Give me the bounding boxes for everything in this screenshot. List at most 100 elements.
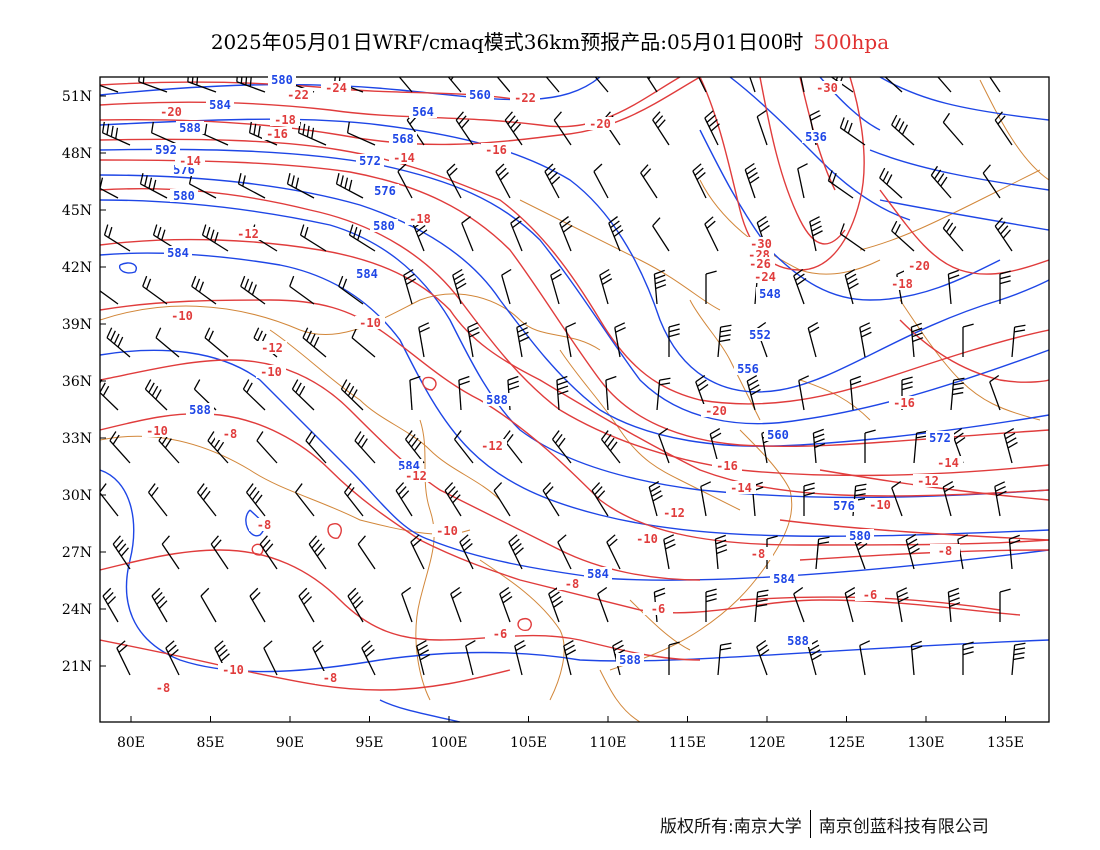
- wind-barb: [593, 163, 609, 199]
- lon-tick-label: 90E: [276, 735, 304, 751]
- wind-barb: [827, 170, 854, 199]
- wind-barb: [459, 534, 474, 570]
- temp-contour-label: -8: [323, 671, 337, 685]
- wind-barb: [1008, 534, 1021, 570]
- wind-barb: [204, 327, 229, 358]
- wind-barb: [614, 322, 626, 358]
- height-contour-label: 584: [356, 267, 378, 281]
- wind-barb: [397, 163, 413, 199]
- wind-barb: [652, 111, 670, 146]
- wind-barb: [496, 77, 511, 93]
- wind-barb: [418, 322, 430, 358]
- wind-barb: [510, 216, 523, 252]
- wind-barb: [646, 77, 658, 93]
- temp-label-bg: [432, 524, 462, 537]
- lat-tick-label: 51N: [62, 89, 92, 105]
- temp-contour-label: -6: [651, 602, 665, 616]
- temp-label-bg: [256, 365, 286, 378]
- temp-label-bg: [401, 469, 431, 482]
- temp-label-bg: [315, 671, 345, 684]
- temp-contour-label: -18: [274, 113, 296, 127]
- wind-barb: [744, 162, 760, 199]
- height-label-bg: [356, 154, 384, 167]
- wind-barb: [207, 431, 229, 464]
- temp-label-bg: [904, 259, 934, 272]
- wind-barb: [905, 533, 920, 570]
- height-label-bg: [764, 428, 792, 441]
- wind-barb: [793, 586, 805, 623]
- temp-contour-label: -26: [749, 257, 771, 271]
- height-contour-label: 584: [209, 98, 231, 112]
- height-contour-label: 564: [412, 105, 434, 119]
- wind-barb: [499, 586, 513, 623]
- wind-barb: [594, 77, 609, 93]
- temp-label-bg: [865, 498, 895, 511]
- map-title: 2025年05月01日WRF/cmaq模式36km预报产品:05月01日00时 5…: [0, 26, 1100, 55]
- wind-barb: [640, 164, 658, 199]
- wind-barb: [999, 588, 1011, 622]
- wind-barb: [937, 77, 952, 93]
- wind-barb: [151, 587, 168, 623]
- temp-label-bg: [249, 518, 279, 531]
- wind-barb: [844, 268, 859, 305]
- wind-barb: [896, 587, 909, 623]
- wind-barb: [348, 224, 376, 252]
- wind-barb: [704, 216, 719, 252]
- height-label-bg: [756, 287, 784, 300]
- wind-barb: [947, 587, 961, 623]
- temp-contour-label: -16: [716, 459, 738, 473]
- height-label-bg: [584, 567, 612, 580]
- wind-barb: [100, 290, 119, 305]
- wind-barb: [347, 587, 364, 623]
- wind-barb: [599, 268, 613, 305]
- wind-barb: [756, 109, 768, 146]
- temp-label-bg: [405, 212, 435, 225]
- wind-barb: [100, 84, 119, 93]
- temp-label-bg: [750, 270, 780, 283]
- temp-contour-label: -10: [146, 424, 168, 438]
- wind-barb: [653, 269, 667, 305]
- temp-label-bg: [167, 309, 197, 322]
- wind-barb: [308, 535, 327, 570]
- temperature-labels: -24-22-20-18-16-14-12-10 -10-12-10-8-10-1…: [142, 81, 963, 695]
- height-label-bg: [389, 132, 417, 145]
- wind-barb: [754, 589, 769, 623]
- wind-barb: [982, 164, 1001, 199]
- temp-contour-label: -6: [493, 627, 507, 641]
- wind-barb: [106, 327, 131, 358]
- wind-barb: [565, 322, 577, 358]
- temp-contour-label: -10: [260, 365, 282, 379]
- wind-barb: [291, 379, 315, 411]
- temp-contour-label: -18: [409, 212, 431, 226]
- temp-contour-label: -20: [160, 105, 182, 119]
- wind-barb: [516, 322, 530, 358]
- wind-barb: [962, 641, 974, 675]
- wind-barb: [656, 377, 671, 411]
- wind-barb: [692, 163, 707, 199]
- height-label-bg: [830, 499, 858, 512]
- lat-tick-label: 24N: [62, 602, 92, 618]
- wind-barb: [668, 641, 680, 675]
- temp-contour-label: -12: [405, 469, 427, 483]
- lat-tick-label: 21N: [62, 659, 92, 675]
- longitude-axis: 80E 85E 90E 95E 100E 105E 110E 115E 120E 125E 130E…: [117, 716, 1024, 751]
- wind-barb: [109, 431, 131, 464]
- wind-barb: [187, 77, 217, 93]
- temp-contour-label: -8: [565, 577, 579, 591]
- temp-label-bg: [913, 474, 943, 487]
- wind-barb: [557, 534, 572, 570]
- wind-barb: [354, 431, 376, 464]
- height-label-bg: [466, 88, 494, 101]
- temp-contour-label: -12: [237, 227, 259, 241]
- temp-label-bg: [712, 459, 742, 472]
- height-contour-label: 552: [749, 328, 771, 342]
- temp-contour-label: -18: [891, 277, 913, 291]
- lat-tick-label: 27N: [62, 545, 92, 561]
- temp-label-bg: [215, 427, 245, 440]
- wind-barb: [286, 173, 315, 199]
- wind-barb: [942, 218, 964, 252]
- temp-contour-label: -24: [754, 270, 776, 284]
- wind-barb: [864, 429, 876, 463]
- height-label-bg: [784, 634, 812, 647]
- wind-barb: [798, 375, 810, 411]
